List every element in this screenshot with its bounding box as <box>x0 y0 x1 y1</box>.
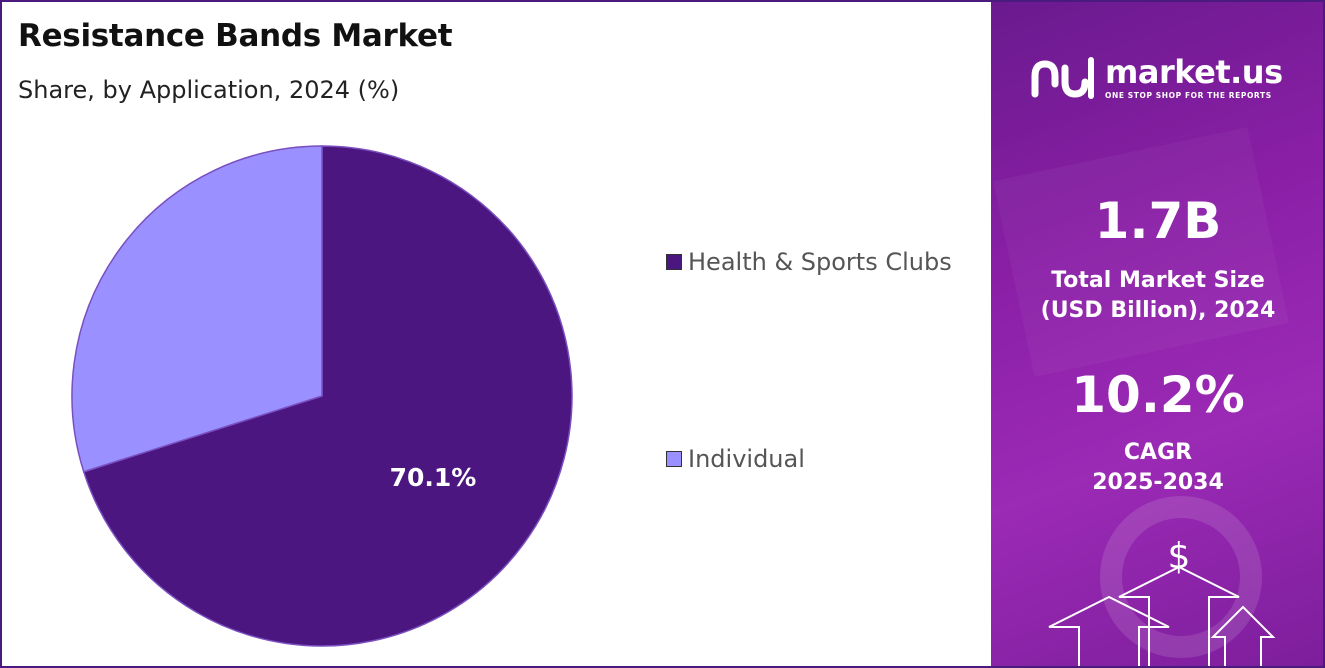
market-size-value: 1.7B <box>1094 192 1222 250</box>
pie-slice-health-sports-clubs <box>82 145 573 647</box>
legend-label-health-sports-clubs: Health & Sports Clubs <box>688 248 952 276</box>
market-size-label-line2: (USD Billion), 2024 <box>1040 298 1276 323</box>
market-size-label-line1: Total Market Size <box>1051 268 1265 293</box>
logo-name: market.us <box>1105 53 1283 91</box>
data-label-health-sports-clubs: 70.1% <box>390 463 477 492</box>
market-us-logo: market.us ONE STOP SHOP FOR THE REPORTS <box>1031 54 1283 102</box>
chart-title: Resistance Bands Market <box>18 18 453 54</box>
legend-item-individual: Individual <box>666 445 805 473</box>
cagr-label: CAGR <box>1123 440 1193 465</box>
background-decoration <box>993 127 1289 658</box>
logo-tagline: ONE STOP SHOP FOR THE REPORTS <box>1105 91 1272 100</box>
pie-chart: 70.1% <box>71 145 573 647</box>
logo-icon <box>1031 57 1094 99</box>
summary-panel: market.us ONE STOP SHOP FOR THE REPORTS … <box>991 2 1323 666</box>
legend-label-individual: Individual <box>688 445 805 473</box>
legend-swatch-health-sports-clubs <box>666 254 682 270</box>
cagr-period: 2025-2034 <box>1092 470 1224 495</box>
legend-swatch-individual <box>666 451 682 467</box>
pie-slice-individual <box>71 145 323 473</box>
cagr-value: 10.2% <box>1071 366 1245 424</box>
legend-item-health-sports-clubs: Health & Sports Clubs <box>666 248 952 276</box>
dollar-icon: $ <box>1168 536 1191 577</box>
growth-arrows-icon: $ <box>1048 536 1276 666</box>
chart-subtitle: Share, by Application, 2024 (%) <box>18 76 400 104</box>
